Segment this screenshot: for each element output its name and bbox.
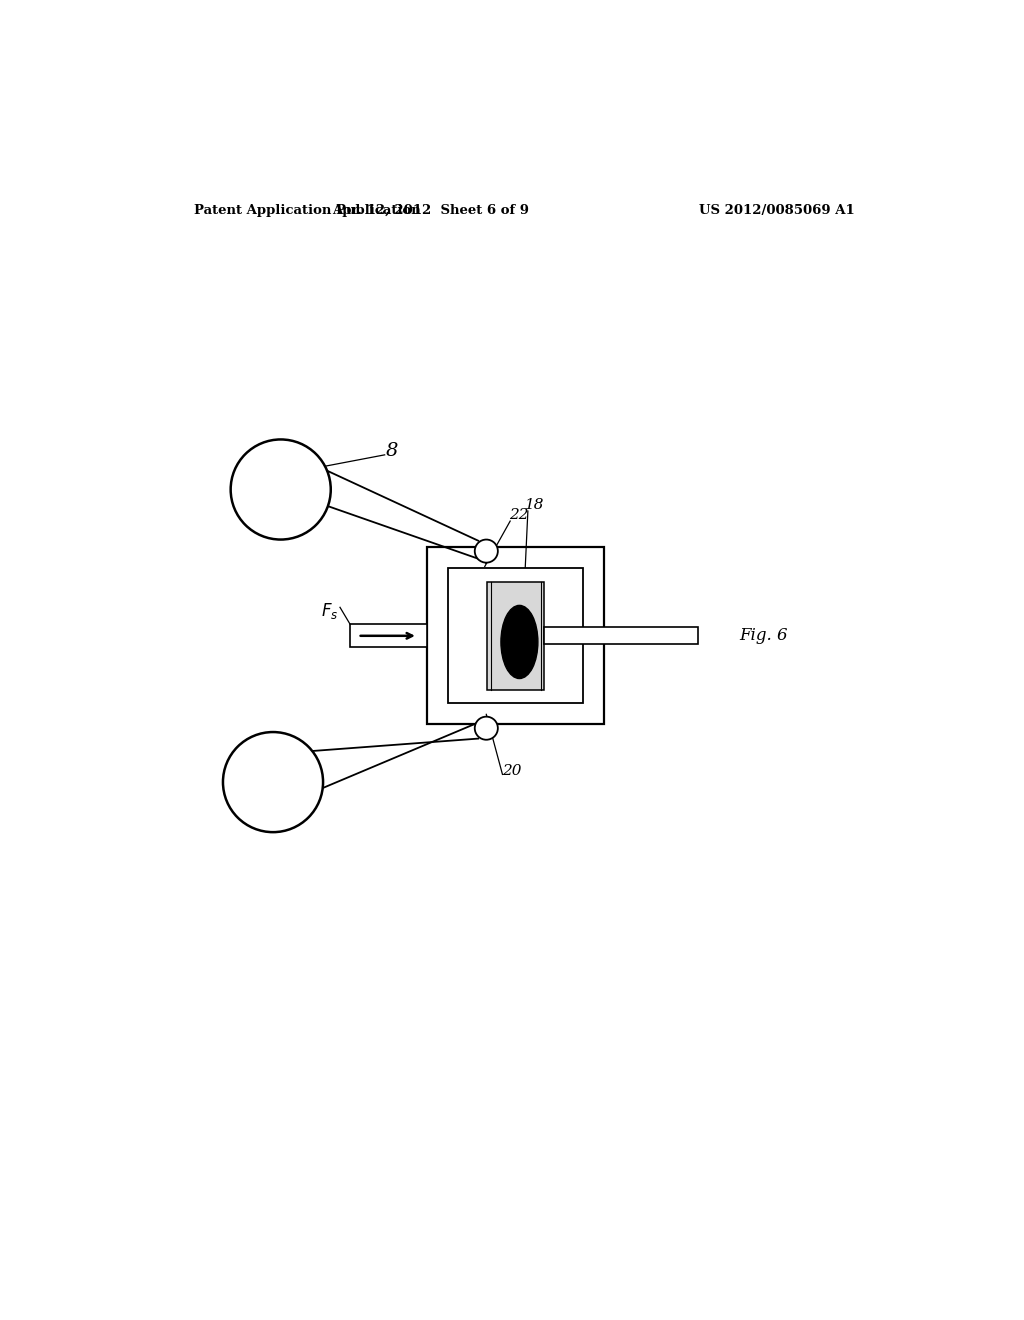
Text: US 2012/0085069 A1: US 2012/0085069 A1 [699,205,855,218]
Text: $F_s$: $F_s$ [322,601,339,622]
Text: Apr. 12, 2012  Sheet 6 of 9: Apr. 12, 2012 Sheet 6 of 9 [333,205,529,218]
Ellipse shape [501,606,538,678]
Text: 20: 20 [503,763,522,777]
Circle shape [230,440,331,540]
Circle shape [475,717,498,739]
Text: 8: 8 [386,442,398,459]
Bar [486,582,545,689]
Bar [449,569,583,704]
Circle shape [475,540,498,562]
Text: 22: 22 [509,508,529,521]
Text: Patent Application Publication: Patent Application Publication [194,205,421,218]
Bar [545,627,698,644]
Bar [350,624,427,647]
Circle shape [223,733,323,832]
Bar [427,548,604,725]
Text: Fig. 6: Fig. 6 [739,627,787,644]
Text: 18: 18 [524,498,545,512]
